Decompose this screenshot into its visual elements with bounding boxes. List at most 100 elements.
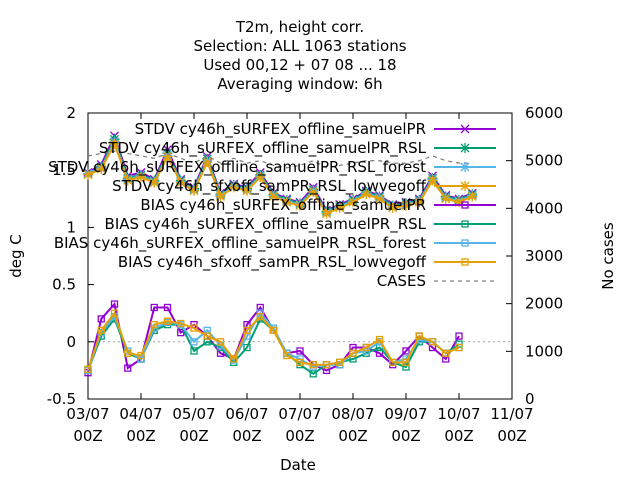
x-tick-label: 08/07 <box>331 405 374 423</box>
data-point <box>177 319 185 328</box>
data-point <box>402 347 410 355</box>
y-tick-label: -0.5 <box>47 390 76 408</box>
y-tick-label: 2 <box>66 104 76 122</box>
title-line: T2m, height corr. <box>235 18 364 36</box>
series-line <box>87 150 473 169</box>
data-point <box>348 197 358 208</box>
data-point <box>150 303 158 312</box>
data-point <box>202 157 213 168</box>
y2-axis-label: No cases <box>599 222 617 290</box>
marker-stroke <box>460 124 470 134</box>
data-point <box>295 200 305 211</box>
x-tick-label: 10/07 <box>437 405 480 423</box>
x-axis-label: Date <box>280 456 316 474</box>
data-point <box>203 332 211 340</box>
data-point <box>137 351 145 360</box>
data-point <box>428 338 437 346</box>
data-point <box>84 365 92 373</box>
data-point <box>361 189 372 200</box>
x-tick-label: 03/07 <box>66 405 109 423</box>
data-point <box>190 324 198 332</box>
y2-tick-label: 6000 <box>525 104 563 122</box>
data-point <box>334 202 345 213</box>
data-point <box>150 320 158 329</box>
data-point <box>124 349 132 357</box>
data-point <box>124 364 132 372</box>
data-point <box>175 177 186 188</box>
data-point <box>309 361 317 369</box>
y2-tick-label: 4000 <box>525 199 563 217</box>
data-point <box>122 175 133 186</box>
data-point <box>110 309 119 317</box>
data-point <box>256 312 264 321</box>
data-point <box>455 332 463 340</box>
legend-label: BIAS cy46h_sURFEX_offline_samuelPR_RSL_f… <box>54 234 426 253</box>
y-axis-label: deg C <box>7 234 25 278</box>
x-axis: 03/07 00Z 04/07 00Z 05/07 00Z 06/07 00Z 07/07 00Z… <box>66 113 534 445</box>
x-tick-label-hour: 00Z <box>126 427 155 445</box>
data-point <box>281 197 292 208</box>
x-tick-label: 11/07 <box>490 405 533 423</box>
data-point <box>269 326 278 335</box>
y-tick-label: 0 <box>66 333 76 351</box>
data-point <box>375 335 384 344</box>
legend-label: STDV cy46h_sfxoff_samPR_RSL_lowvegoff <box>112 177 427 196</box>
data-point <box>230 355 238 363</box>
y2-tick-label: 5000 <box>525 152 563 170</box>
data-point <box>243 326 251 335</box>
data-point <box>149 177 160 188</box>
data-point <box>296 347 304 355</box>
x-tick-label-hour: 00Z <box>285 427 314 445</box>
x-tick-label: 09/07 <box>384 405 427 423</box>
series-8 <box>87 150 473 169</box>
data-point <box>402 358 410 367</box>
data-point <box>389 358 397 367</box>
y2-tick-label: 0 <box>525 390 535 408</box>
x-tick-label-hour: 00Z <box>497 427 526 445</box>
title-line: Used 00,12 + 07 08 ... 18 <box>203 56 396 74</box>
legend-marker <box>461 258 469 266</box>
data-point <box>414 197 425 208</box>
data-point <box>427 175 438 186</box>
data-point <box>467 191 478 202</box>
data-point <box>268 191 279 202</box>
data-point <box>215 191 226 202</box>
data-point <box>190 347 198 355</box>
data-point <box>162 151 173 162</box>
legend-marker <box>461 220 469 228</box>
data-point <box>243 343 251 352</box>
data-point <box>163 317 172 325</box>
x-tick-label-hour: 00Z <box>232 427 261 445</box>
data-point <box>163 303 172 312</box>
data-point <box>83 169 93 180</box>
data-point <box>415 332 423 340</box>
data-point <box>109 138 120 149</box>
legend-label: CASES <box>377 272 426 290</box>
data-point <box>362 343 370 352</box>
y2-axis: 0 1000 2000 3000 4000 5000 6000 <box>506 104 563 408</box>
y2-tick-label: 3000 <box>525 247 563 265</box>
legend-label: STDV cy46h_sURFEX_offline_samuelPR_RSL <box>99 139 427 158</box>
y-axis: -0.5 0 0.5 1 1.5 2 <box>47 104 94 408</box>
data-point <box>96 164 107 175</box>
legend-label: STDV cy46h_sURFEX_offline_samuelPR_RSL_f… <box>48 158 426 177</box>
x-tick-label-hour: 00Z <box>179 427 208 445</box>
chart-title: T2m, height corr.Selection: ALL 1063 sta… <box>193 18 406 93</box>
y2-tick-label: 1000 <box>525 342 563 360</box>
legend-marker <box>460 124 470 134</box>
data-point <box>228 182 239 193</box>
series-layer <box>83 131 478 378</box>
series-7 <box>84 309 463 373</box>
data-point <box>455 343 463 352</box>
x-tick-label-hour: 00Z <box>338 427 367 445</box>
legend-label: BIAS cy46h_sfxoff_samPR_RSL_lowvegoff <box>118 253 427 272</box>
y-tick-label: 1 <box>66 218 76 236</box>
data-point <box>374 193 385 204</box>
data-point <box>308 186 319 197</box>
y-tick-label: 0.5 <box>52 276 76 294</box>
y2-tick-label: 2000 <box>525 295 563 313</box>
data-point <box>216 338 225 346</box>
x-tick-label: 07/07 <box>278 405 321 423</box>
data-point <box>283 351 291 360</box>
